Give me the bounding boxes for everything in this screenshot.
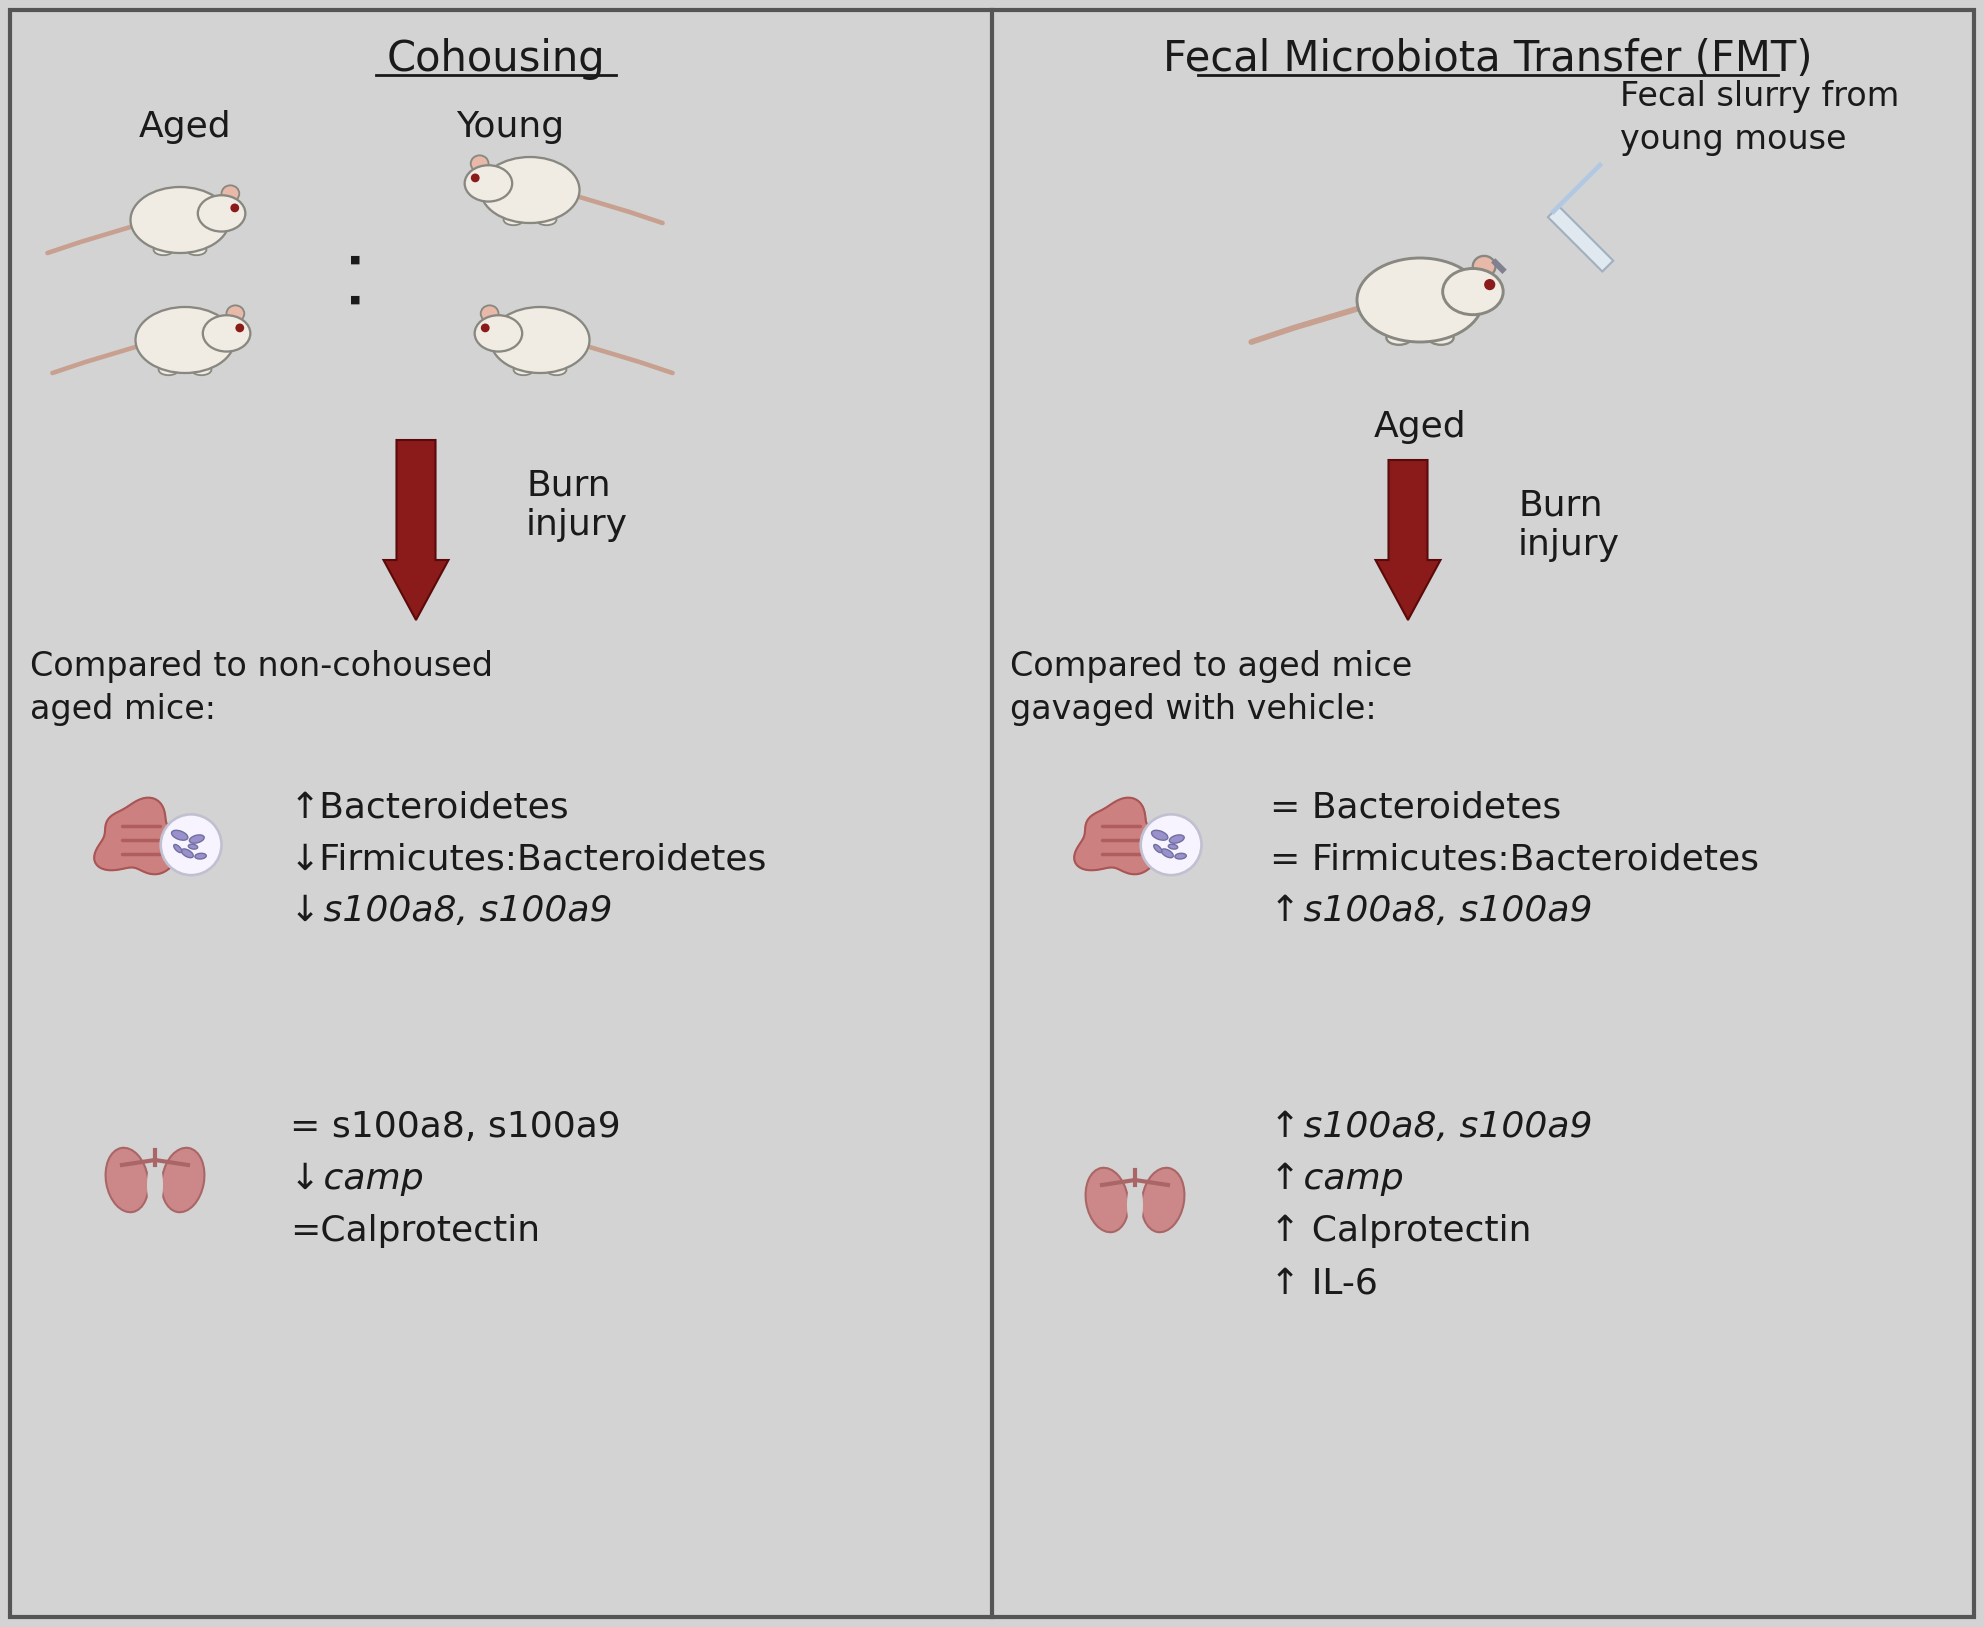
Text: Fecal slurry from
young mouse: Fecal slurry from young mouse [1621,80,1899,156]
Ellipse shape [480,306,498,322]
Text: ↑Bacteroidetes: ↑Bacteroidetes [290,791,569,823]
Text: ↑: ↑ [1270,1110,1300,1144]
Text: Fecal Microbiota Transfer (FMT): Fecal Microbiota Transfer (FMT) [1163,37,1813,80]
Ellipse shape [480,156,579,223]
Ellipse shape [1175,853,1186,859]
Ellipse shape [1155,844,1163,853]
Text: Cohousing: Cohousing [387,37,605,80]
Ellipse shape [1472,255,1496,277]
Ellipse shape [153,244,173,255]
Ellipse shape [1085,1168,1129,1232]
Ellipse shape [181,849,192,857]
Ellipse shape [1387,330,1411,345]
FancyArrow shape [383,439,448,620]
Text: Burn
injury: Burn injury [526,469,629,542]
Text: Aged: Aged [139,111,232,145]
Text: ↑: ↑ [1270,1162,1300,1196]
Text: Young: Young [456,111,563,145]
Ellipse shape [194,853,206,859]
Text: Compared to aged mice
gavaged with vehicle:: Compared to aged mice gavaged with vehic… [1010,651,1413,726]
FancyBboxPatch shape [10,10,1974,1617]
Ellipse shape [198,195,246,231]
Ellipse shape [135,308,234,373]
Ellipse shape [514,364,534,376]
Ellipse shape [1428,330,1454,345]
Text: s100a8, s100a9: s100a8, s100a9 [311,893,613,927]
FancyArrow shape [1375,460,1440,620]
Ellipse shape [1161,849,1173,857]
Text: s100a8, s100a9: s100a8, s100a9 [1292,893,1593,927]
Ellipse shape [470,155,488,172]
Circle shape [1141,815,1202,875]
Text: Aged: Aged [1373,410,1466,444]
Ellipse shape [464,166,512,202]
Ellipse shape [161,1147,204,1212]
Text: ↓Firmicutes:Bacteroidetes: ↓Firmicutes:Bacteroidetes [290,843,768,875]
Text: camp: camp [1292,1162,1403,1196]
Circle shape [470,174,480,182]
Text: s100a8, s100a9: s100a8, s100a9 [1292,1110,1593,1144]
Ellipse shape [159,364,179,376]
Text: = s100a8, s100a9: = s100a8, s100a9 [290,1110,621,1144]
Text: ■: ■ [349,255,361,265]
Ellipse shape [188,835,204,843]
Text: = Bacteroidetes: = Bacteroidetes [1270,791,1561,823]
Ellipse shape [147,1157,163,1212]
Ellipse shape [490,308,589,373]
Ellipse shape [1151,830,1169,840]
Ellipse shape [1442,268,1504,314]
Ellipse shape [188,844,198,849]
Ellipse shape [202,316,250,351]
Ellipse shape [548,364,565,376]
Polygon shape [1073,797,1169,874]
Text: ■: ■ [349,294,361,304]
Ellipse shape [536,215,556,225]
Text: ↑ Calprotectin: ↑ Calprotectin [1270,1214,1532,1248]
Ellipse shape [226,306,244,322]
Text: Burn
injury: Burn injury [1518,488,1621,561]
Polygon shape [93,797,188,874]
Ellipse shape [105,1147,149,1212]
Text: ↑ IL-6: ↑ IL-6 [1270,1266,1377,1300]
Ellipse shape [175,844,183,853]
Ellipse shape [474,316,522,351]
Ellipse shape [131,187,230,254]
Ellipse shape [222,185,240,202]
Ellipse shape [1169,835,1184,843]
Ellipse shape [1127,1178,1143,1233]
Ellipse shape [171,830,188,840]
Text: ↓: ↓ [290,893,319,927]
Text: camp: camp [311,1162,425,1196]
Ellipse shape [1357,259,1482,342]
Circle shape [1484,278,1496,290]
Ellipse shape [186,244,206,255]
Ellipse shape [504,215,524,225]
Text: =Calprotectin: =Calprotectin [290,1214,540,1248]
Ellipse shape [1141,1168,1184,1232]
Circle shape [236,324,244,332]
Circle shape [480,324,490,332]
Text: ↑: ↑ [1270,893,1300,927]
Ellipse shape [192,364,212,376]
Ellipse shape [1169,844,1178,849]
Text: ↓: ↓ [290,1162,319,1196]
Circle shape [161,815,222,875]
Polygon shape [1548,207,1613,272]
Text: Compared to non-cohoused
aged mice:: Compared to non-cohoused aged mice: [30,651,492,726]
Text: = Firmicutes:Bacteroidetes: = Firmicutes:Bacteroidetes [1270,843,1760,875]
Circle shape [230,203,240,212]
